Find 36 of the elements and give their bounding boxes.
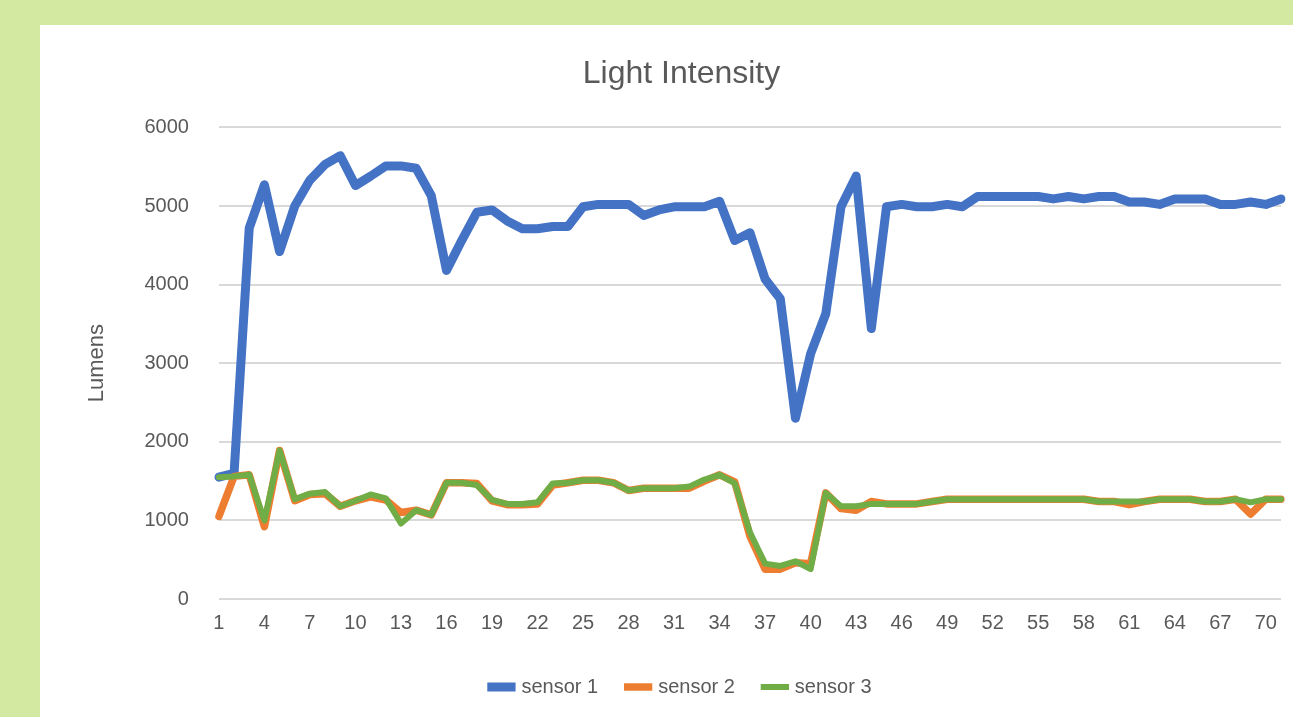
x-tick-label: 4 [258, 610, 270, 633]
y-tick-label: 2000 [144, 429, 189, 452]
legend-label: sensor 2 [658, 674, 735, 697]
x-tick-label: 19 [480, 610, 504, 633]
x-tick-label: 7 [304, 610, 316, 633]
x-tick-label: 43 [845, 610, 868, 633]
x-tick-label: 22 [526, 610, 549, 633]
x-tick-label: 61 [1118, 610, 1141, 633]
chart-title: Light Intensity [582, 54, 781, 91]
x-tick-label: 40 [799, 610, 822, 633]
y-tick-label: 4000 [144, 272, 189, 295]
x-tick-label: 49 [936, 610, 959, 633]
x-tick-label: 55 [1027, 610, 1050, 633]
x-tick-label: 31 [662, 610, 686, 633]
x-tick-label: 28 [617, 610, 640, 633]
y-axis-title: Lumens [83, 324, 109, 403]
x-tick-label: 52 [981, 610, 1004, 633]
legend-label: sensor 3 [794, 674, 872, 697]
x-tick-label: 13 [389, 610, 413, 633]
y-tick-label: 6000 [144, 114, 189, 137]
y-tick-label: 3000 [144, 350, 189, 373]
x-tick-label: 67 [1209, 610, 1232, 633]
x-tick-label: 64 [1163, 610, 1186, 633]
y-tick-label: 1000 [144, 507, 189, 530]
x-tick-label: 37 [753, 610, 777, 633]
x-tick-label: 16 [435, 610, 458, 633]
x-tick-label: 70 [1254, 610, 1277, 633]
y-tick-label: 0 [177, 586, 189, 609]
x-tick-label: 46 [890, 610, 913, 633]
x-tick-label: 10 [344, 610, 367, 633]
x-tick-label: 1 [213, 610, 225, 633]
x-tick-label: 34 [708, 610, 731, 633]
x-tick-label: 25 [571, 610, 595, 633]
legend-label: sensor 1 [521, 674, 599, 697]
y-tick-label: 5000 [144, 193, 189, 216]
x-tick-label: 58 [1072, 610, 1095, 633]
